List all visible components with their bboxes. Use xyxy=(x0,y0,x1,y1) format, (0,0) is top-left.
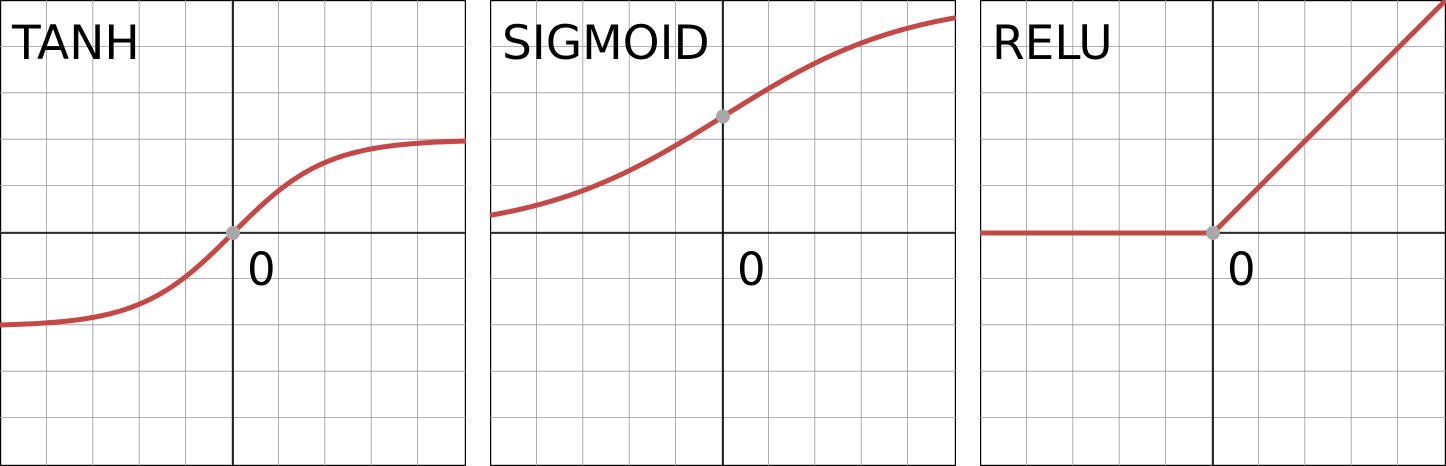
relu-origin-label: 0 xyxy=(1227,243,1256,296)
sigmoid-origin-marker xyxy=(716,109,730,124)
tanh-origin-label: 0 xyxy=(247,243,276,296)
sigmoid-chart: SIGMOID 0 xyxy=(489,0,957,466)
relu-origin-marker xyxy=(1206,226,1220,240)
sigmoid-origin-label: 0 xyxy=(737,243,766,296)
tanh-title: TANH xyxy=(11,16,140,71)
sigmoid-title: SIGMOID xyxy=(502,16,710,71)
relu-title: RELU xyxy=(992,16,1113,71)
relu-chart: RELU 0 xyxy=(979,0,1446,466)
tanh-origin-marker xyxy=(226,226,240,240)
tanh-chart: TANH 0 xyxy=(0,0,467,466)
